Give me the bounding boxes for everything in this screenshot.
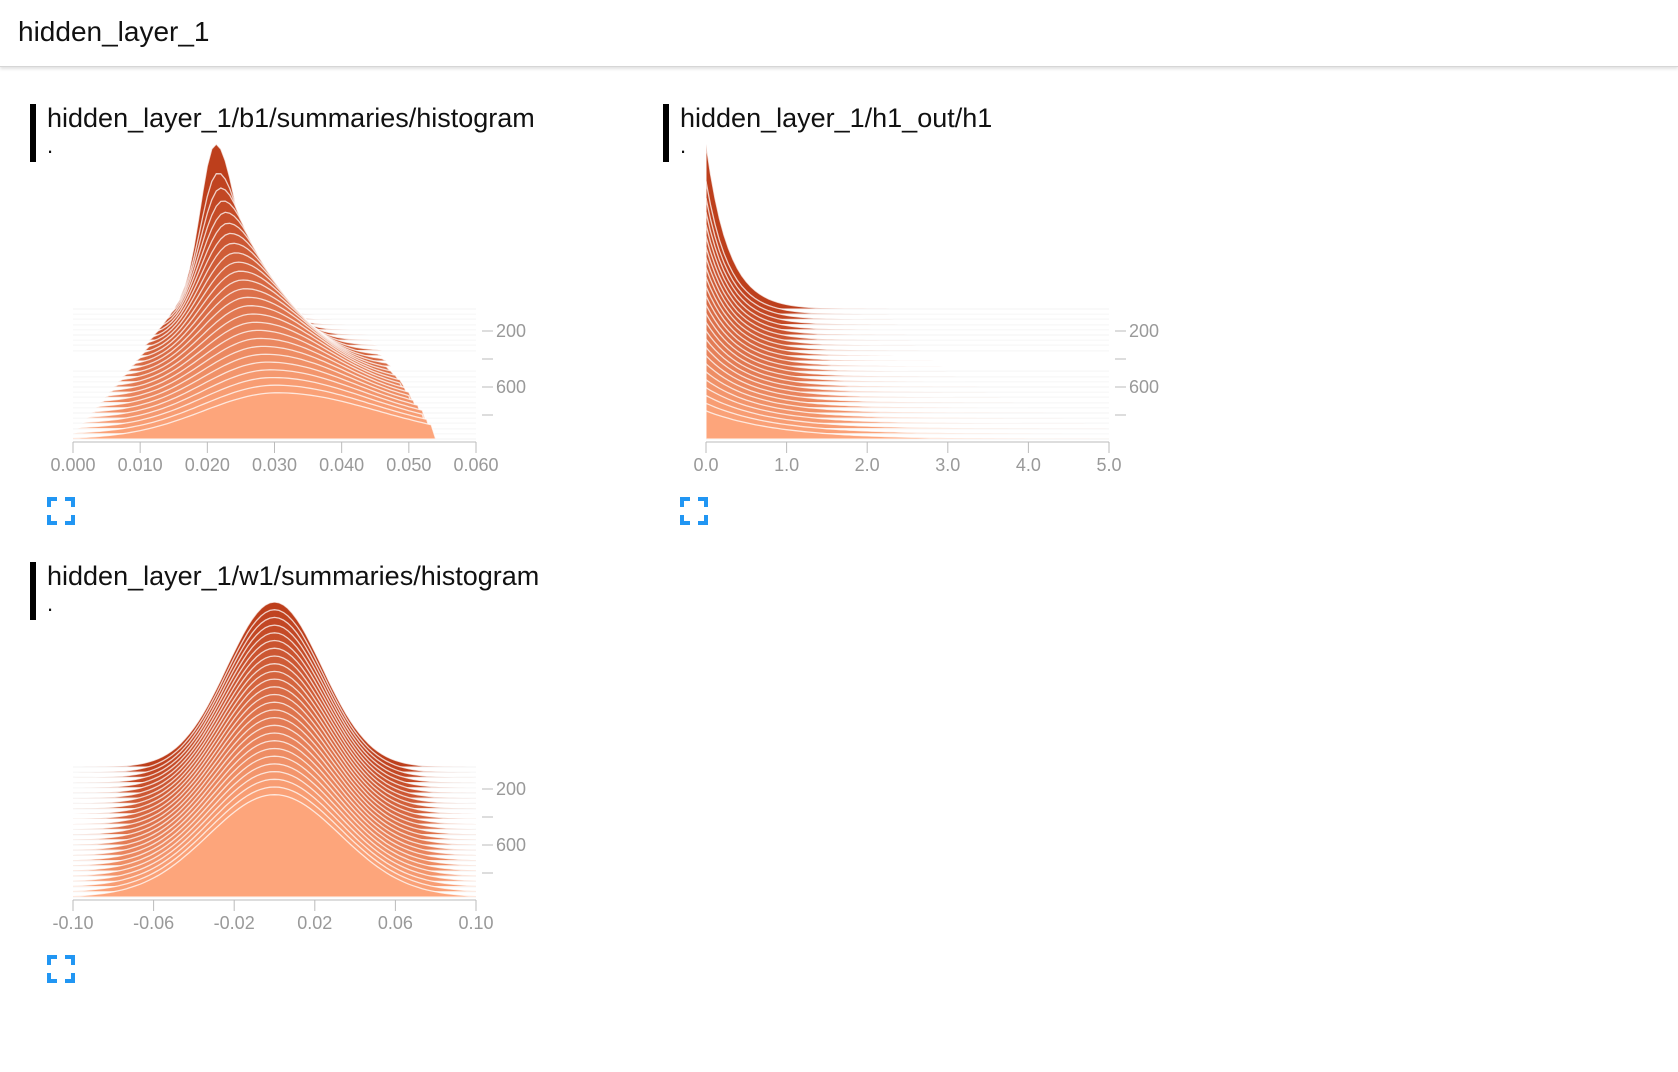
y-tick-label: 600 xyxy=(496,835,526,855)
histogram-chart-h1: 0.0 1.0 2.0 3.0 4.0 5.0 200 600 xyxy=(693,143,1159,475)
x-tick-label: 0.030 xyxy=(252,455,297,475)
y-tick-label: 200 xyxy=(496,321,526,341)
histogram-slices xyxy=(705,143,1110,440)
page-title: hidden_layer_1 xyxy=(18,16,210,47)
card-subtitle: . xyxy=(680,133,687,158)
histogram-slice xyxy=(705,143,1109,310)
x-tick-label: 4.0 xyxy=(1016,455,1041,475)
x-tick-label: 0.010 xyxy=(118,455,163,475)
x-tick-label: 0.02 xyxy=(297,913,332,933)
y-tick-label: 600 xyxy=(496,377,526,397)
histogram-slice xyxy=(72,392,476,440)
y-tick-label: 200 xyxy=(496,779,526,799)
histogram-card-w1: hidden_layer_1/w1/summaries/histogram . … xyxy=(30,561,590,1022)
y-axis: 200 600 xyxy=(482,779,526,874)
fullscreen-icon[interactable] xyxy=(679,496,709,526)
y-tick-label: 600 xyxy=(1129,377,1159,397)
x-axis: 0.000 0.010 0.020 0.030 0.040 0.050 0.060 xyxy=(50,441,499,475)
header-bar: hidden_layer_1 xyxy=(0,0,1678,67)
card-title: hidden_layer_1/b1/summaries/histogram xyxy=(47,103,535,133)
histogram-chart-b1: 0.000 0.010 0.020 0.030 0.040 0.050 0.060 200 60… xyxy=(50,143,526,475)
card-subtitle: . xyxy=(47,133,54,158)
x-tick-label: 0.000 xyxy=(50,455,95,475)
histogram-card-b1: hidden_layer_1/b1/summaries/histogram . … xyxy=(30,103,590,564)
y-axis: 200 600 xyxy=(482,321,526,416)
x-tick-label: 0.020 xyxy=(185,455,230,475)
card-title-bar xyxy=(663,104,669,162)
y-tick-label: 200 xyxy=(1129,321,1159,341)
card-subtitle: . xyxy=(47,591,54,616)
x-tick-label: 0.0 xyxy=(693,455,718,475)
x-tick-label: -0.06 xyxy=(133,913,174,933)
x-tick-label: 0.060 xyxy=(453,455,498,475)
card-title: hidden_layer_1/h1_out/h1 xyxy=(680,103,993,133)
x-tick-label: -0.10 xyxy=(52,913,93,933)
x-tick-label: 0.040 xyxy=(319,455,364,475)
x-tick-label: 1.0 xyxy=(774,455,799,475)
card-title-bar xyxy=(30,104,36,162)
histogram-chart-w1: -0.10 -0.06 -0.02 0.02 0.06 0.10 200 600 xyxy=(52,601,526,933)
histogram-slices xyxy=(72,143,476,440)
y-axis: 200 600 xyxy=(1115,321,1159,416)
histogram-slice xyxy=(705,181,1109,315)
histogram-slice xyxy=(705,409,1110,440)
histogram-slice xyxy=(72,794,477,898)
x-tick-label: 3.0 xyxy=(935,455,960,475)
fullscreen-icon[interactable] xyxy=(46,496,76,526)
x-tick-label: -0.02 xyxy=(214,913,255,933)
histogram-slices xyxy=(72,601,477,898)
x-tick-label: 5.0 xyxy=(1096,455,1121,475)
x-axis: -0.10 -0.06 -0.02 0.02 0.06 0.10 xyxy=(52,899,494,933)
fullscreen-icon[interactable] xyxy=(46,954,76,984)
x-tick-label: 0.06 xyxy=(378,913,413,933)
x-tick-label: 0.10 xyxy=(458,913,493,933)
card-title: hidden_layer_1/w1/summaries/histogram xyxy=(47,561,540,591)
x-tick-label: 0.050 xyxy=(386,455,431,475)
x-axis: 0.0 1.0 2.0 3.0 4.0 5.0 xyxy=(693,441,1122,475)
x-tick-label: 2.0 xyxy=(855,455,880,475)
histogram-card-h1: hidden_layer_1/h1_out/h1 . 0.0 1.0 2.0 3.0 4… xyxy=(663,103,1223,564)
card-title-bar xyxy=(30,562,36,620)
